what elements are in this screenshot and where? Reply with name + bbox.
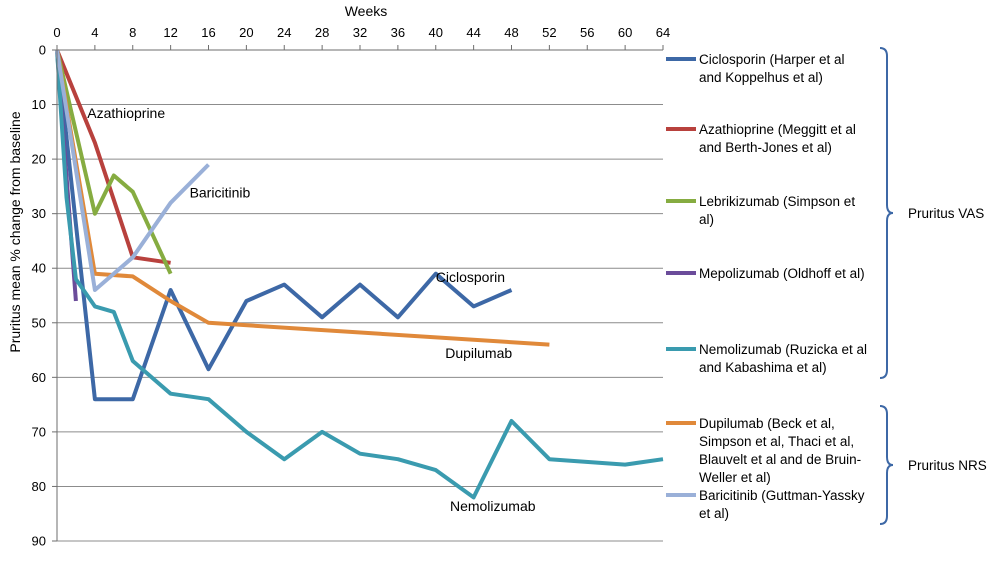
legend-label-dupilumab-line-3: Blauvelt et al and de Bruin- [699, 452, 861, 467]
annotation-azathioprine: Azathioprine [87, 105, 165, 121]
gridlines [57, 104, 663, 542]
x-tick-label-20: 20 [239, 25, 253, 40]
group-brace-1 [879, 405, 894, 525]
series-line-ciclosporin [55, 49, 513, 402]
legend-label-dupilumab-line-1: Dupilumab (Beck et al, [699, 416, 835, 431]
y-tick-label-30: 30 [32, 206, 46, 221]
legend-label-ciclosporin-line-1: Ciclosporin (Harper et al [699, 52, 845, 67]
x-tick-label-60: 60 [618, 25, 632, 40]
legend-label-nemolizumab-line-2: and Kabashima et al) [699, 360, 827, 375]
annotation-baricitinib: Baricitinib [190, 184, 251, 200]
x-tick-label-0: 0 [53, 25, 60, 40]
legend-label-lebrikizumab-line-2: al) [699, 212, 714, 227]
legend: Ciclosporin (Harper et al and Koppelhus e… [666, 52, 867, 521]
x-tick-label-44: 44 [466, 25, 480, 40]
y-tick-label-70: 70 [32, 424, 46, 439]
series-line-dupilumab [55, 49, 550, 347]
x-axis-title: Weeks [345, 3, 388, 19]
x-axis-ticks: 0 4 8 12 16 20 24 28 32 36 40 44 48 52 56 60 64 [53, 25, 670, 50]
legend-item-ciclosporin: Ciclosporin (Harper et al and Koppelhus e… [666, 52, 845, 85]
legend-item-lebrikizumab: Lebrikizumab (Simpson et al) [666, 194, 855, 227]
axes [56, 49, 663, 541]
legend-label-dupilumab-line-4: Weller et al) [699, 470, 771, 485]
y-tick-label-20: 20 [32, 152, 46, 167]
x-tick-label-52: 52 [542, 25, 556, 40]
y-tick-label-90: 90 [32, 534, 46, 549]
line-annotations: Azathioprine Baricitinib Ciclosporin Dupilu… [87, 105, 535, 514]
series-line-nemolizumab [55, 49, 664, 500]
x-tick-label-12: 12 [163, 25, 177, 40]
x-tick-label-4: 4 [91, 25, 98, 40]
group-label-pruritus-nrs: Pruritus NRS [908, 458, 987, 473]
legend-label-nemolizumab-line-1: Nemolizumab (Ruzicka et al [699, 342, 867, 357]
x-tick-label-16: 16 [201, 25, 215, 40]
y-axis-ticks: 0 10 20 30 40 50 60 70 80 90 [32, 43, 57, 549]
x-tick-label-24: 24 [277, 25, 291, 40]
series-line-azathioprine [55, 49, 171, 265]
legend-label-dupilumab-line-2: Simpson et al, Thaci et al, [699, 434, 854, 449]
x-tick-label-64: 64 [656, 25, 670, 40]
legend-label-azathioprine-line-2: and Berth-Jones et al) [699, 140, 832, 155]
x-tick-label-48: 48 [504, 25, 518, 40]
legend-item-mepolizumab: Mepolizumab (Oldhoff et al) [666, 266, 865, 281]
x-tick-label-36: 36 [391, 25, 405, 40]
legend-item-dupilumab: Dupilumab (Beck et al, Simpson et al, Tha… [666, 416, 861, 485]
annotation-nemolizumab: Nemolizumab [450, 498, 536, 514]
series-line-baricitinib [55, 49, 210, 292]
legend-item-azathioprine: Azathioprine (Meggitt et al and Berth-Jon… [666, 122, 856, 155]
y-tick-label-40: 40 [32, 261, 46, 276]
x-tick-label-8: 8 [129, 25, 136, 40]
legend-label-ciclosporin-line-2: and Koppelhus et al) [699, 70, 823, 85]
series-lines [55, 49, 664, 500]
y-tick-label-50: 50 [32, 315, 46, 330]
y-tick-label-60: 60 [32, 370, 46, 385]
legend-item-baricitinib: Baricitinib (Guttman-Yassky et al) [666, 488, 865, 521]
x-tick-label-56: 56 [580, 25, 594, 40]
annotation-ciclosporin: Ciclosporin [436, 269, 505, 285]
group-label-pruritus-vas: Pruritus VAS [908, 206, 984, 221]
x-tick-label-28: 28 [315, 25, 329, 40]
y-tick-label-10: 10 [32, 97, 46, 112]
legend-groups: Pruritus VAS Pruritus NRS [879, 47, 987, 525]
x-tick-label-40: 40 [429, 25, 443, 40]
legend-label-azathioprine-line-1: Azathioprine (Meggitt et al [699, 122, 856, 137]
y-axis-title: Pruritus mean % change from baseline [7, 111, 23, 352]
legend-label-baricitinib-line-2: et al) [699, 506, 729, 521]
series-line-lebrikizumab [55, 49, 173, 275]
y-tick-label-80: 80 [32, 479, 46, 494]
x-tick-label-32: 32 [353, 25, 367, 40]
group-brace-0 [879, 47, 894, 379]
legend-label-lebrikizumab-line-1: Lebrikizumab (Simpson et [699, 194, 855, 209]
legend-label-mepolizumab-line-1: Mepolizumab (Oldhoff et al) [699, 266, 865, 281]
annotation-dupilumab: Dupilumab [445, 345, 512, 361]
legend-label-baricitinib-line-1: Baricitinib (Guttman-Yassky [699, 488, 865, 503]
y-tick-label-0: 0 [39, 43, 46, 58]
legend-item-nemolizumab: Nemolizumab (Ruzicka et al and Kabashima … [666, 342, 867, 375]
